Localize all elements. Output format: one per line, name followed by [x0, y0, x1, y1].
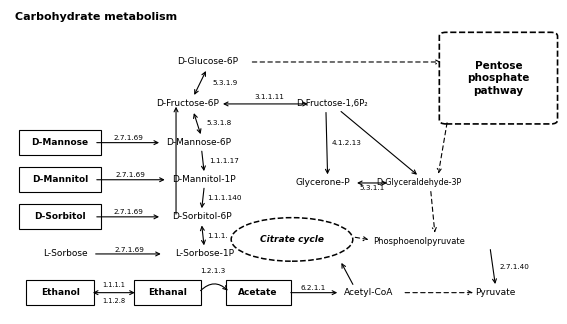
Text: Ethanal: Ethanal [148, 288, 187, 297]
Text: D-Mannose-6P: D-Mannose-6P [166, 138, 231, 147]
Text: 1.1.2.8: 1.1.2.8 [102, 298, 125, 304]
Text: 2.7.1.69: 2.7.1.69 [116, 172, 146, 178]
Text: 5.3.1.9: 5.3.1.9 [213, 80, 238, 86]
Text: 6.2.1.1: 6.2.1.1 [301, 285, 326, 292]
Text: 2.7.1.40: 2.7.1.40 [500, 264, 530, 270]
Text: 2.7.1.69: 2.7.1.69 [115, 247, 145, 253]
Text: D-Fructose-1,6P₂: D-Fructose-1,6P₂ [296, 99, 367, 109]
Text: Carbohydrate metabolism: Carbohydrate metabolism [15, 12, 177, 22]
Text: Acetyl-CoA: Acetyl-CoA [344, 288, 393, 297]
Ellipse shape [231, 218, 353, 261]
Text: Phosphoenolpyruvate: Phosphoenolpyruvate [373, 237, 465, 246]
Text: Ethanol: Ethanol [41, 288, 79, 297]
Text: D-Glyceraldehyde-3P: D-Glyceraldehyde-3P [376, 179, 462, 188]
FancyBboxPatch shape [19, 204, 101, 229]
Text: D-Fructose-6P: D-Fructose-6P [156, 99, 219, 109]
Text: 1.1.1.17: 1.1.1.17 [209, 158, 239, 164]
Text: Citrate cycle: Citrate cycle [260, 235, 324, 244]
Text: 1.1.1.140: 1.1.1.140 [207, 195, 242, 201]
FancyBboxPatch shape [439, 32, 557, 124]
FancyBboxPatch shape [134, 280, 201, 305]
Text: 5.3.1.1: 5.3.1.1 [359, 185, 384, 191]
Text: D-Mannitol-1P: D-Mannitol-1P [172, 175, 236, 184]
Text: Acetate: Acetate [238, 288, 278, 297]
Text: 2.7.1.69: 2.7.1.69 [113, 135, 143, 141]
Text: 1.2.1.3: 1.2.1.3 [200, 268, 226, 274]
Text: D-Mannitol: D-Mannitol [32, 175, 88, 184]
FancyBboxPatch shape [19, 167, 101, 192]
Text: L-Sorbose: L-Sorbose [44, 249, 88, 259]
Text: Glycerone-P: Glycerone-P [296, 179, 350, 188]
Text: Pyruvate: Pyruvate [475, 288, 516, 297]
FancyBboxPatch shape [226, 280, 290, 305]
Text: 3.1.1.11: 3.1.1.11 [255, 95, 284, 100]
FancyBboxPatch shape [19, 130, 101, 155]
Text: 1.1.1.1: 1.1.1.1 [103, 282, 125, 288]
Text: D-Sorbitol: D-Sorbitol [34, 212, 86, 221]
Text: Pentose
phosphate
pathway: Pentose phosphate pathway [467, 61, 530, 96]
Text: 4.1.2.13: 4.1.2.13 [332, 140, 361, 146]
Text: D-Sorbitol-6P: D-Sorbitol-6P [172, 212, 231, 221]
Text: 5.3.1.8: 5.3.1.8 [206, 120, 231, 126]
Text: D-Mannose: D-Mannose [32, 138, 88, 147]
Text: 2.7.1.69: 2.7.1.69 [113, 209, 143, 215]
Text: D-Glucose-6P: D-Glucose-6P [177, 57, 238, 66]
Text: 1.1.1.: 1.1.1. [207, 233, 228, 238]
FancyBboxPatch shape [26, 280, 94, 305]
Text: L-Sorbose-1P: L-Sorbose-1P [175, 249, 234, 259]
